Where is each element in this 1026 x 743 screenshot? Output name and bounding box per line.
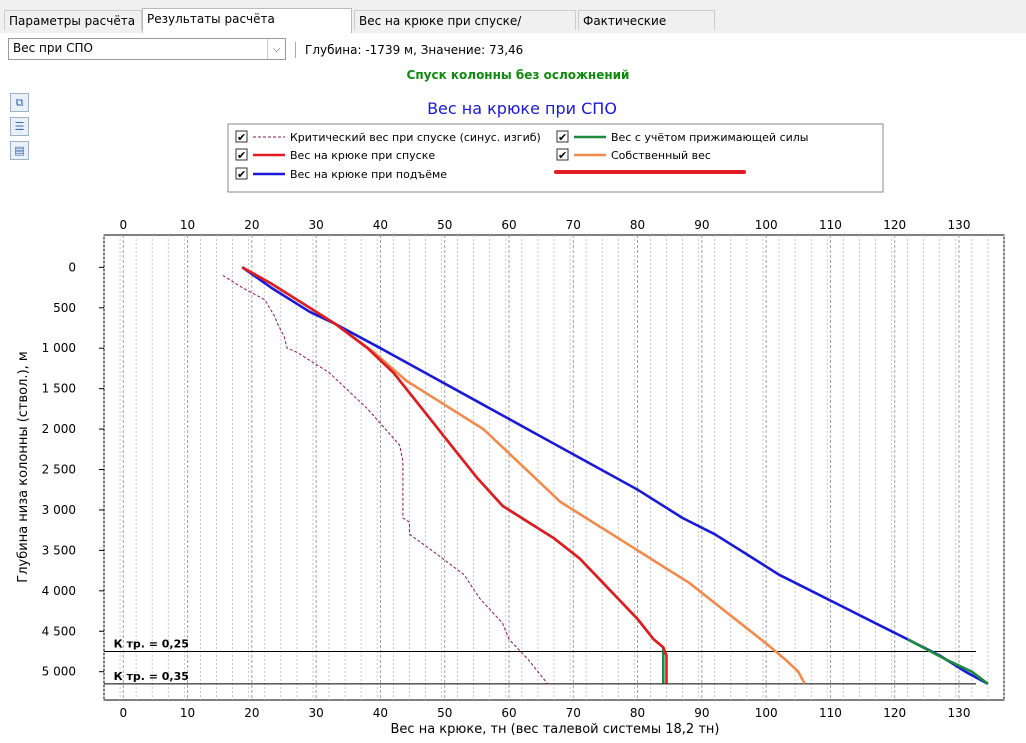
friction-line-label: К тр. = 0,35 [114, 670, 189, 683]
y-tick-label: 1 500 [42, 382, 76, 396]
checkmark-icon: ✔ [237, 149, 246, 162]
chevron-down-icon[interactable]: ⌵ [267, 39, 285, 59]
friction-line-label: К тр. = 0,25 [114, 637, 189, 650]
series-line-0 [222, 274, 548, 685]
y-tick-label: 3 500 [42, 543, 76, 557]
x-tick-label-top: 100 [755, 218, 778, 232]
tab-hook-weight-tripping[interactable]: Вес на крюке при спуске/подъёме [354, 10, 576, 48]
x-tick-label-bottom: 10 [180, 706, 195, 720]
chart-svg: Спуск колонны без осложнений Вес на крюк… [16, 68, 1005, 737]
x-tick-label-top: 90 [694, 218, 709, 232]
tab-calc-params[interactable]: Параметры расчёта [4, 10, 142, 30]
legend-entry-own-weight[interactable]: ✔ Собственный вес [556, 148, 711, 162]
series-lines [222, 266, 989, 685]
legend-entry-contact-force[interactable]: ✔ Вес с учётом прижимающей силы [556, 130, 808, 144]
y-tick-label: 3 000 [42, 503, 76, 517]
x-tick-label-bottom: 110 [819, 706, 842, 720]
legend-label-rih: Вес на крюке при спуске [290, 149, 435, 162]
tab-actual-data[interactable]: Фактические данные [578, 10, 715, 48]
checkmark-icon: ✔ [237, 131, 246, 144]
y-tick-label: 2 000 [42, 422, 76, 436]
diagram-selector[interactable]: Вес при СПО ⌵ [8, 38, 286, 60]
legend-checkbox-rih[interactable] [235, 148, 248, 161]
toolbar: Вес при СПО ⌵ Глубина: -1739 м, Значение… [0, 33, 1026, 67]
settings-list-icon[interactable]: ☰ [10, 117, 29, 136]
x-tick-label-bottom: 30 [309, 706, 324, 720]
x-tick-label-top: 120 [883, 218, 906, 232]
x-tick-label-bottom: 0 [119, 706, 127, 720]
side-toolbar: ⧉ ☰ ▤ [10, 93, 32, 165]
x-tick-label-top: 0 [119, 218, 127, 232]
copy-icon[interactable]: ⧉ [10, 93, 29, 112]
x-tick-label-bottom: 90 [694, 706, 709, 720]
x-tick-label-top: 130 [948, 218, 971, 232]
legend-label-critical: Критический вес при спуске (синус. изгиб… [290, 131, 541, 144]
legend-label-own-weight: Собственный вес [611, 149, 711, 162]
friction-lines: К тр. = 0,25 К тр. = 0,35 [104, 637, 976, 685]
y-tick-label: 0 [68, 260, 76, 274]
legend-checkbox-own-weight[interactable] [556, 148, 569, 161]
x-tick-label-bottom: 80 [630, 706, 645, 720]
x-tick-label-bottom: 50 [437, 706, 452, 720]
checkmark-icon: ✔ [558, 131, 567, 144]
x-tick-label-top: 50 [437, 218, 452, 232]
y-tick-label: 500 [53, 301, 76, 315]
x-tick-label-top: 80 [630, 218, 645, 232]
x-axis-top-ticks: 0 10 20 30 40 50 60 70 80 90 100 110 120 130 [119, 218, 970, 232]
legend-box [227, 123, 884, 193]
series-line-1 [241, 266, 668, 684]
y-tick-label: 5 000 [42, 665, 76, 679]
x-tick-label-bottom: 40 [373, 706, 388, 720]
x-tick-label-top: 70 [566, 218, 581, 232]
x-tick-label-top: 40 [373, 218, 388, 232]
chart-banner: Спуск колонны без осложнений [407, 68, 630, 82]
legend-checkbox-critical[interactable] [235, 130, 248, 143]
diagram-selector-value: Вес при СПО [13, 41, 93, 55]
plot-grid [103, 235, 1005, 700]
y-axis-label: Глубина низа колонны (ствол.), м [16, 351, 31, 582]
legend-label-pooh: Вес на крюке при подъёме [290, 168, 447, 181]
legend-entry-critical[interactable]: ✔ Критический вес при спуске (синус. изг… [235, 130, 541, 144]
series-line-3 [241, 266, 989, 685]
legend-label-contact-force: Вес с учётом прижимающей силы [611, 131, 808, 144]
legend-entry-pooh[interactable]: ✔ Вес на крюке при подъёме [235, 167, 447, 181]
legend: ✔ Критический вес при спуске (синус. изг… [227, 123, 884, 193]
toolbar-separator [295, 42, 296, 58]
series-line-4 [334, 322, 806, 685]
chart-title: Вес на крюке при СПО [427, 99, 617, 118]
legend-checkbox-pooh[interactable] [235, 167, 248, 180]
x-tick-label-bottom: 120 [883, 706, 906, 720]
x-tick-label-bottom: 60 [501, 706, 516, 720]
tab-bar: Параметры расчёта Результаты расчёта (ди… [0, 0, 1026, 48]
tab-results-diagrams[interactable]: Результаты расчёта (диаграммы) [142, 8, 352, 46]
x-tick-label-top: 10 [180, 218, 195, 232]
x-tick-label-top: 20 [244, 218, 259, 232]
x-tick-label-bottom: 20 [244, 706, 259, 720]
y-axis-ticks: 0 500 1 000 1 500 2 000 2 500 3 000 3 500 4 000 4… [42, 260, 104, 679]
legend-entry-rih[interactable]: ✔ Вес на крюке при спуске [235, 148, 435, 162]
x-tick-label-top: 110 [819, 218, 842, 232]
cursor-status: Глубина: -1739 м, Значение: 73,46 [305, 43, 524, 57]
checkmark-icon: ✔ [237, 168, 246, 181]
save-icon[interactable]: ▤ [10, 141, 29, 160]
y-tick-label: 4 500 [42, 624, 76, 638]
x-axis-label: Вес на крюке, тн (вес талевой системы 18… [391, 722, 720, 737]
x-tick-label-bottom: 130 [948, 706, 971, 720]
x-tick-label-bottom: 100 [755, 706, 778, 720]
checkmark-icon: ✔ [558, 149, 567, 162]
y-tick-label: 4 000 [42, 584, 76, 598]
x-tick-label-top: 30 [309, 218, 324, 232]
y-tick-label: 2 500 [42, 463, 76, 477]
x-tick-label-bottom: 70 [566, 706, 581, 720]
x-tick-label-top: 60 [501, 218, 516, 232]
x-axis-bottom-ticks: 0 10 20 30 40 50 60 70 80 90 100 110 120 130 [119, 706, 970, 720]
y-tick-label: 1 000 [42, 341, 76, 355]
legend-checkbox-contact-force[interactable] [556, 130, 569, 143]
